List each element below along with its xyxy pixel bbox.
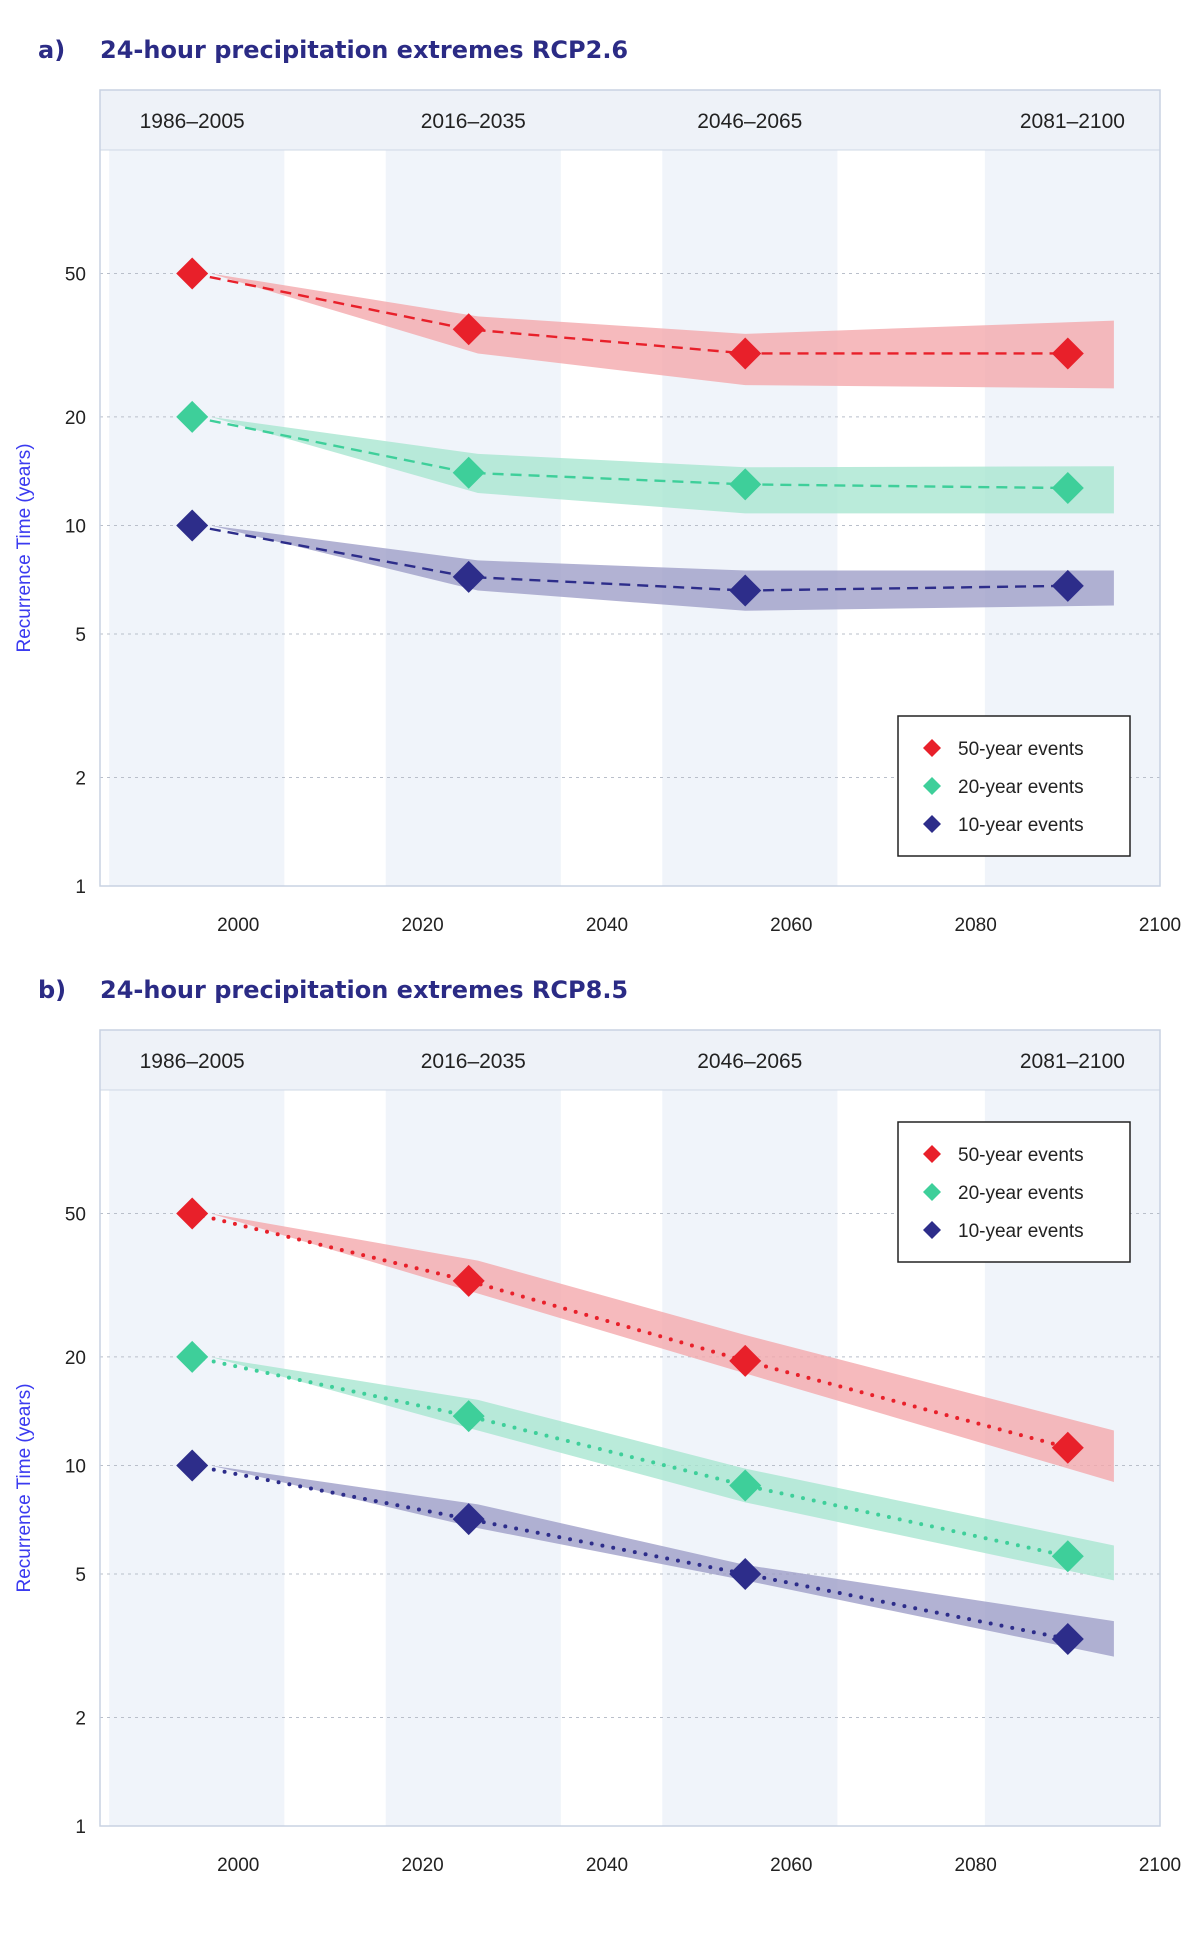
data-point-marker <box>729 574 762 607</box>
y-tick-label: 10 <box>65 516 86 537</box>
data-point-marker <box>452 456 485 489</box>
legend-label: 20-year events <box>958 1183 1084 1204</box>
panel-b-title: b) 24-hour precipitation extremes RCP8.5 <box>38 976 628 1004</box>
y-tick-label: 20 <box>65 1348 86 1369</box>
period-label: 2081–2100 <box>1020 1050 1125 1073</box>
uncertainty-band <box>210 1356 1114 1581</box>
panel-a-label: a) <box>38 36 66 64</box>
y-tick-label: 2 <box>75 1708 86 1729</box>
data-point-marker <box>452 1264 485 1297</box>
x-tick-label: 2040 <box>586 915 628 936</box>
legend-marker <box>923 1183 941 1201</box>
x-tick-label: 2080 <box>955 915 997 936</box>
data-point-marker <box>1051 472 1084 505</box>
period-header <box>100 90 1160 150</box>
x-tick-label: 2040 <box>586 1855 628 1876</box>
period-header <box>100 1030 1160 1090</box>
plot-frame <box>99 89 1161 887</box>
y-tick-label: 1 <box>75 877 86 898</box>
plot-frame <box>99 1029 1161 1827</box>
data-point-marker <box>1051 337 1084 370</box>
data-point-marker <box>1051 1540 1084 1573</box>
y-tick-label: 20 <box>65 408 86 429</box>
period-band <box>109 1030 285 1826</box>
data-point-marker <box>452 1503 485 1536</box>
period-label: 1986–2005 <box>140 1050 245 1073</box>
panel-b-label: b) <box>38 976 67 1004</box>
period-band <box>109 90 285 886</box>
uncertainty-band <box>210 273 1114 389</box>
uncertainty-band <box>210 525 1114 611</box>
y-tick-label: 10 <box>65 1456 86 1477</box>
legend-label: 50-year events <box>958 1145 1084 1166</box>
y-tick-label: 5 <box>75 625 86 646</box>
uncertainty-band <box>210 1213 1114 1482</box>
data-point-marker <box>176 1449 209 1482</box>
x-tick-label: 2080 <box>955 1855 997 1876</box>
uncertainty-band <box>210 1465 1114 1657</box>
data-point-marker <box>176 400 209 433</box>
data-point-marker <box>176 257 209 290</box>
data-point-marker <box>729 468 762 501</box>
panel-a-title-text: 24-hour precipitation extremes RCP2.6 <box>100 36 629 64</box>
series-line <box>190 1211 1070 1450</box>
y-tick-label: 1 <box>75 1817 86 1838</box>
legend-marker <box>923 777 941 795</box>
panel-a-title: a) 24-hour precipitation extremes RCP2.6 <box>38 36 628 64</box>
chart-rcp26: 1986–2005 2016–2035 2046–2065 2081–2100 1 2 5 1… <box>14 89 1181 936</box>
legend-marker <box>923 815 941 833</box>
x-tick-label: 2000 <box>217 915 259 936</box>
period-label: 2046–2065 <box>697 1050 802 1073</box>
x-tick-label: 2000 <box>217 1855 259 1876</box>
data-point-marker <box>729 337 762 370</box>
period-label: 2016–2035 <box>421 110 526 133</box>
x-tick-label: 2100 <box>1139 915 1181 936</box>
legend-marker <box>923 1145 941 1163</box>
y-axis-title: Recurrence Time (years) <box>14 1383 35 1592</box>
period-label: 2016–2035 <box>421 1050 526 1073</box>
chart-rcp85: 1986–2005 2016–2035 2046–2065 2081–2100 1 2 5 1… <box>14 1029 1181 1876</box>
y-tick-label: 5 <box>75 1565 86 1586</box>
x-tick-label: 2020 <box>401 1855 443 1876</box>
data-point-marker <box>1051 1431 1084 1464</box>
data-point-marker <box>729 1557 762 1590</box>
data-point-marker <box>729 1344 762 1377</box>
series-line <box>191 524 1068 592</box>
uncertainty-band <box>210 416 1114 514</box>
legend-label: 10-year events <box>958 1221 1084 1242</box>
panel-b-title-text: 24-hour precipitation extremes RCP8.5 <box>100 976 629 1004</box>
series-line <box>190 1354 1070 1559</box>
period-label: 2081–2100 <box>1020 110 1125 133</box>
data-point-marker <box>1051 569 1084 602</box>
legend-marker <box>923 1221 941 1239</box>
data-point-marker <box>176 1340 209 1373</box>
y-tick-label: 50 <box>65 1204 86 1225</box>
series-line <box>191 415 1068 490</box>
data-point-marker <box>452 1400 485 1433</box>
data-point-marker <box>1051 1623 1084 1656</box>
y-axis-title: Recurrence Time (years) <box>14 443 35 652</box>
y-tick-label: 2 <box>75 768 86 789</box>
legend-label: 10-year events <box>958 815 1084 836</box>
data-point-marker <box>452 560 485 593</box>
x-tick-label: 2020 <box>401 915 443 936</box>
period-label: 1986–2005 <box>140 110 245 133</box>
legend-marker <box>923 739 941 757</box>
period-label: 2046–2065 <box>697 110 802 133</box>
x-tick-label: 2100 <box>1139 1855 1181 1876</box>
data-point-marker <box>452 313 485 346</box>
y-tick-label: 50 <box>65 264 86 285</box>
period-band <box>662 1030 838 1826</box>
legend-label: 20-year events <box>958 777 1084 798</box>
x-tick-label: 2060 <box>770 915 812 936</box>
legend-label: 50-year events <box>958 739 1084 760</box>
data-point-marker <box>176 1197 209 1230</box>
x-tick-label: 2060 <box>770 1855 812 1876</box>
series-line <box>191 272 1068 355</box>
